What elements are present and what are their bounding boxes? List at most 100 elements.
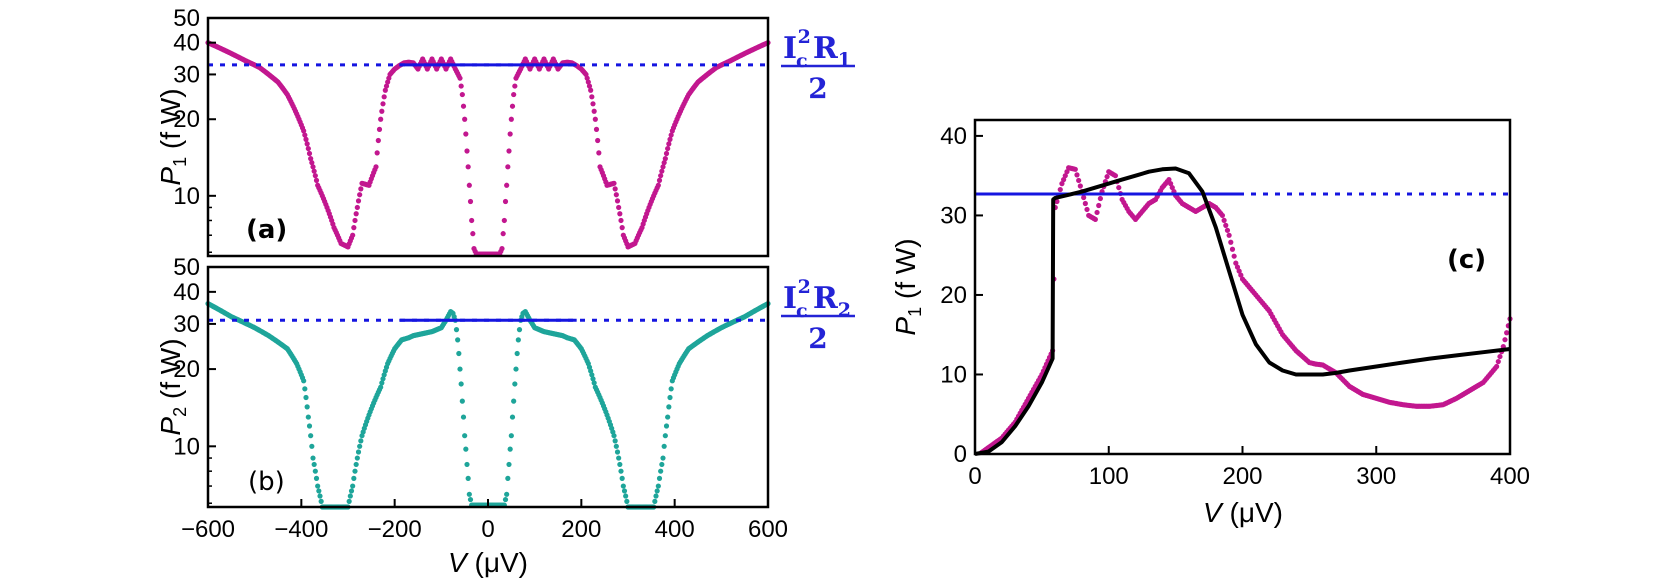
panel-b-data-point	[661, 443, 667, 449]
panel-b-data-point	[348, 488, 355, 494]
panel-a-data-point	[665, 145, 671, 152]
panel-a-equation: Ic2R1 2	[781, 26, 855, 105]
panel-a-data-point	[656, 177, 663, 183]
panel-c-data-point	[1226, 232, 1232, 238]
panel-b-data-point	[316, 488, 322, 494]
svg-text:Ic2R1: Ic2R1	[783, 26, 851, 72]
panel-b-ytick-label: 20	[173, 356, 200, 383]
panel-a-data-point	[668, 132, 674, 138]
panel-b-data-point	[611, 433, 617, 439]
panel-b-data-point	[306, 423, 313, 429]
panel-a-marks	[205, 40, 771, 257]
panel-c-data-point	[1497, 353, 1503, 360]
panel-a-data-point	[592, 116, 598, 122]
panel-c-data-point	[1223, 222, 1229, 228]
panel-b-data-point	[654, 488, 660, 494]
panel-a-data-point	[500, 231, 506, 237]
panel-a-data-point	[508, 116, 514, 122]
panel-c-data-point	[1219, 212, 1226, 219]
panel-b-data-point	[620, 483, 626, 489]
panel-c-data-point	[1169, 184, 1175, 191]
panel-b-data-point	[310, 455, 316, 461]
panel-b-data-point	[352, 468, 358, 474]
panel-b-data-point	[624, 498, 630, 504]
panel-b-data-point	[347, 493, 353, 499]
panel-c-data-point	[1168, 181, 1174, 187]
panel-a-ylabel: P1 (f W)	[155, 88, 190, 185]
panel-b-xlabel: V (μV)	[448, 547, 528, 578]
panel-a-data-point	[373, 164, 379, 170]
panel-c-data-point	[1221, 217, 1227, 223]
panel-a-ytick-label: 50	[173, 5, 200, 32]
panel-a-data-point	[612, 186, 618, 192]
panel-a-data-point	[457, 75, 463, 81]
panel-a-frame	[206, 16, 770, 258]
panel-a-data-point	[375, 137, 381, 144]
panel-b-data-point	[506, 461, 512, 468]
panel-a-data-point	[308, 156, 314, 162]
panel-b-data-point	[504, 491, 510, 497]
panel-c-data-point	[1166, 177, 1172, 183]
panel-c-data-point	[1231, 253, 1237, 259]
panel-c-ytick-label: 20	[940, 282, 967, 309]
panel-b-data-point	[612, 438, 618, 444]
panel-c-ylabel: P1 (f W)	[890, 238, 925, 335]
panel-c-data-point	[1112, 173, 1119, 179]
panel-b-data-point	[618, 468, 624, 474]
panel-b-data-point	[453, 327, 460, 333]
panel-c-ytick-label: 30	[940, 202, 967, 229]
panel-b-data-point	[351, 475, 357, 481]
panel-b-data-point	[652, 498, 658, 504]
panel-c-model-fit-line	[974, 166, 1511, 456]
panel-a-data-point	[611, 180, 617, 186]
panel-c-xtick-label: 100	[1089, 463, 1129, 490]
panel-a-data-point	[382, 87, 388, 93]
panel-a-data-point	[462, 116, 468, 122]
panel-b-data-point	[313, 475, 320, 481]
panel-a-data-point	[504, 182, 510, 188]
panel-b-data-point	[502, 496, 509, 503]
panel-c-data-point	[1234, 264, 1241, 270]
panel-c-xtick-label: 400	[1490, 463, 1530, 490]
panel-c-data-point	[1104, 174, 1110, 180]
panel-b-data-point	[589, 372, 595, 378]
panel-b-xtick-label: 200	[561, 516, 601, 543]
panel-b-data-point	[466, 491, 472, 497]
panel-a-data-point	[663, 150, 670, 157]
panel-c-frame	[973, 118, 1512, 456]
panel-b-data-point	[623, 493, 629, 499]
panel-a-data-point	[463, 131, 469, 137]
panel-b-data-point	[379, 380, 385, 386]
panel-b-xtick-label: −200	[368, 516, 422, 543]
panel-b-data-point	[304, 404, 310, 410]
panel-b-data-point	[659, 461, 665, 468]
panel-a-data-point	[499, 246, 505, 252]
panel-a-data-point	[589, 94, 595, 100]
panel-c-marks	[974, 165, 1513, 456]
panel-b-data-point	[464, 461, 470, 468]
panel-a-data-point	[305, 145, 311, 152]
panel-a-data-point	[381, 94, 387, 100]
panel-c-data-point	[1502, 337, 1508, 343]
panel-b-data-point	[457, 366, 463, 372]
svg-text:2: 2	[808, 72, 827, 105]
panel-b-data-point	[303, 394, 309, 401]
panel-b-data-point	[507, 446, 513, 452]
panel-b-ytick-label: 30	[173, 311, 200, 338]
panel-c-data-point	[1072, 166, 1078, 172]
panel-b-data-point	[462, 433, 468, 439]
panel-b-data-point	[511, 398, 517, 404]
panel-b-xtick-label: 600	[748, 516, 788, 543]
panel-a-data-point	[470, 231, 476, 237]
panel-c-xlabel: V (μV)	[1203, 497, 1283, 528]
panel-a-data-point	[378, 116, 384, 122]
panel-b-data-point	[467, 496, 474, 503]
panel-a-data-point	[505, 164, 511, 170]
panel-a-data-point	[512, 83, 518, 89]
panel-a-data-point	[661, 160, 667, 166]
panel-b-data-point	[508, 433, 514, 439]
panel-a-data-point	[614, 198, 621, 204]
panel-b-data-point	[455, 337, 461, 343]
